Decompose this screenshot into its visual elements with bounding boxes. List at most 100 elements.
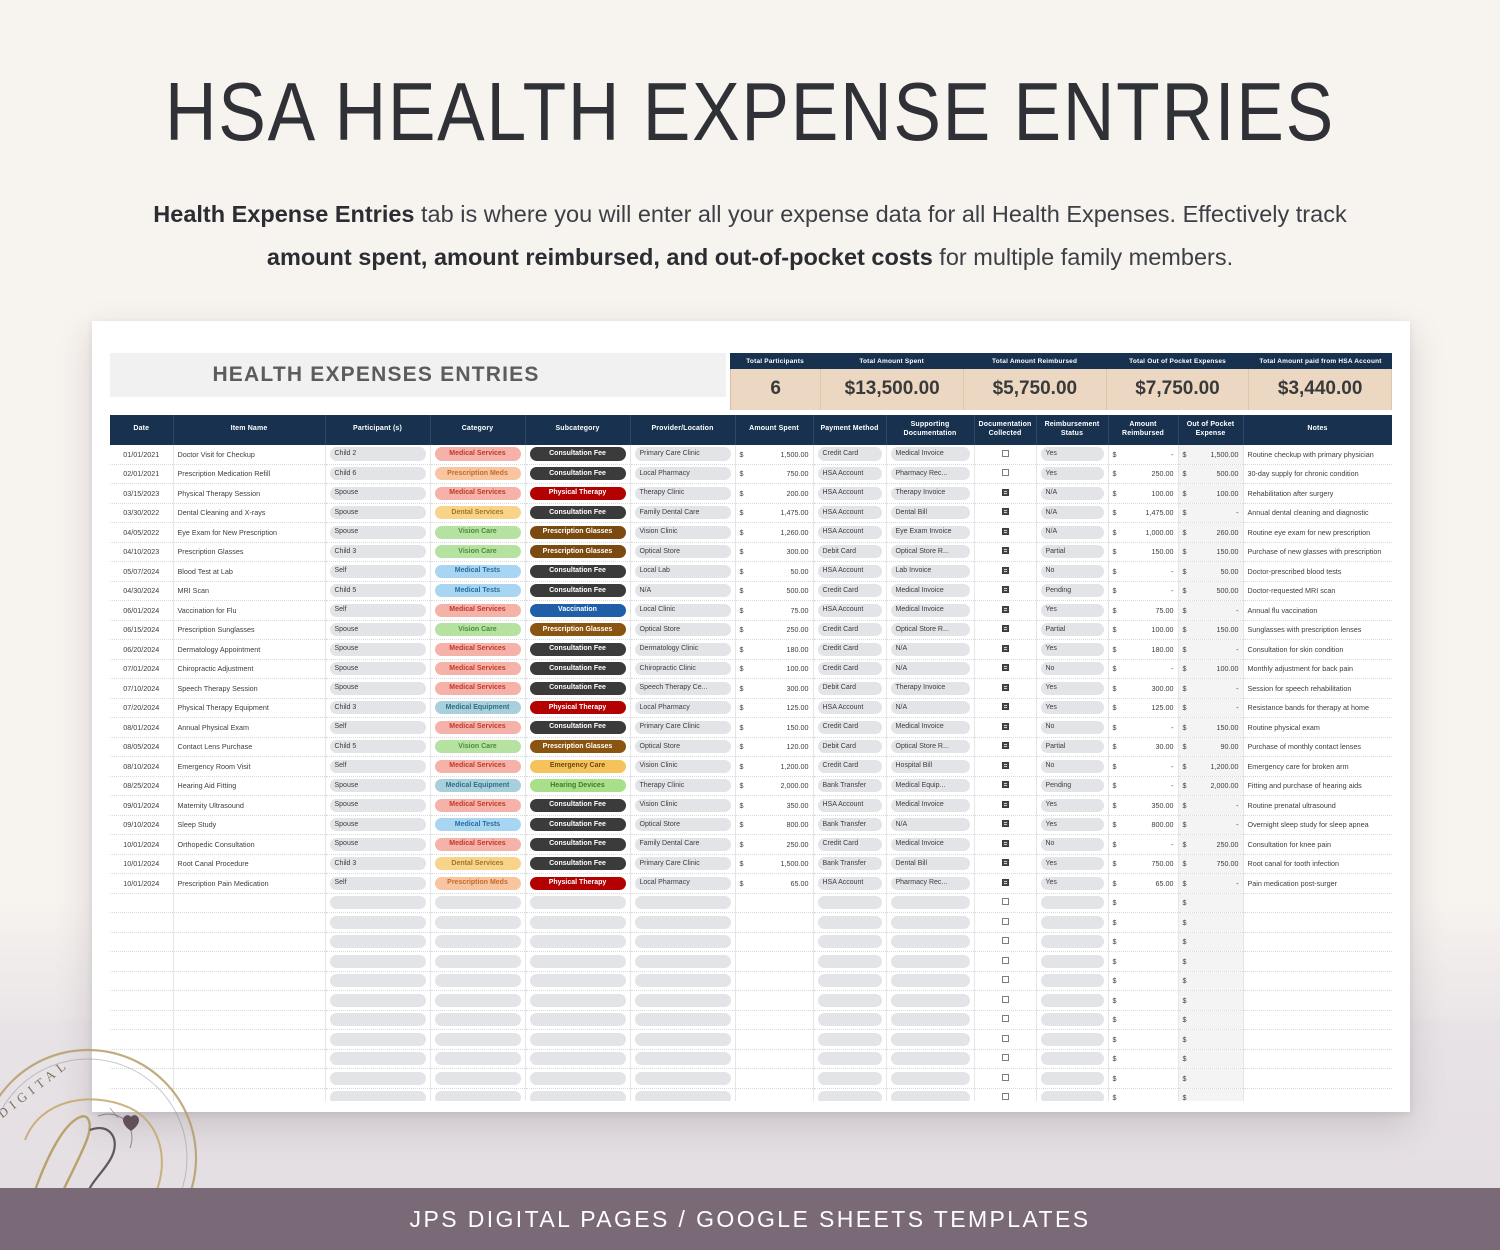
cell-empty[interactable] bbox=[735, 912, 814, 933]
cell-amount-reimbursed[interactable]: $ - bbox=[1108, 717, 1179, 738]
cell-item-name[interactable]: MRI Scan bbox=[173, 581, 326, 601]
cell-documentation-collected[interactable] bbox=[974, 581, 1037, 601]
cell-empty[interactable] bbox=[325, 912, 431, 933]
cell-empty[interactable] bbox=[430, 1010, 526, 1030]
column-header-reimbursement-status[interactable]: Reimbursement Status bbox=[1036, 415, 1109, 445]
cell-empty[interactable] bbox=[974, 1029, 1037, 1050]
cell-participant[interactable]: Spouse bbox=[325, 659, 431, 679]
cell-payment-method[interactable]: HSA Account bbox=[813, 503, 887, 523]
cell-category[interactable]: Medical Equipment bbox=[430, 776, 526, 796]
cell-empty[interactable] bbox=[325, 1049, 431, 1069]
cell-supporting-documentation[interactable]: Lab Invoice bbox=[886, 561, 975, 582]
cell-participant[interactable]: Spouse bbox=[325, 815, 431, 835]
cell-subcategory[interactable]: Consultation Fee bbox=[525, 444, 631, 465]
cell-subcategory[interactable]: Consultation Fee bbox=[525, 717, 631, 738]
cell-amount-spent[interactable]: $75.00 bbox=[735, 600, 814, 621]
cell-category[interactable]: Medical Services bbox=[430, 600, 526, 621]
cell-participant[interactable]: Self bbox=[325, 717, 431, 738]
cell-payment-method[interactable]: Credit Card bbox=[813, 834, 887, 855]
cell-empty[interactable] bbox=[735, 1049, 814, 1069]
column-header-documentation-collected[interactable]: Documentation Collected bbox=[974, 415, 1037, 445]
cell-date[interactable]: 09/10/2024 bbox=[110, 815, 174, 835]
cell-date[interactable]: 02/01/2021 bbox=[110, 464, 174, 484]
cell-participant[interactable]: Spouse bbox=[325, 678, 431, 699]
cell-item-name[interactable]: Prescription Pain Medication bbox=[173, 873, 326, 894]
cell-notes[interactable]: Resistance bands for therapy at home bbox=[1243, 698, 1392, 718]
cell-participant[interactable]: Child 3 bbox=[325, 854, 431, 874]
cell-payment-method[interactable]: HSA Account bbox=[813, 795, 887, 816]
table-row-empty[interactable]: $ $ bbox=[110, 1029, 1392, 1050]
cell-payment-method[interactable]: HSA Account bbox=[813, 873, 887, 894]
cell-documentation-collected[interactable] bbox=[974, 542, 1037, 562]
table-row-empty[interactable]: $ $ bbox=[110, 951, 1392, 972]
cell-participant[interactable]: Spouse bbox=[325, 620, 431, 640]
cell-participant[interactable]: Child 5 bbox=[325, 581, 431, 601]
cell-empty[interactable] bbox=[325, 1010, 431, 1030]
cell-supporting-documentation[interactable]: N/A bbox=[886, 639, 975, 660]
cell-payment-method[interactable]: Credit Card bbox=[813, 659, 887, 679]
cell-out-of-pocket-expense[interactable]: $ - bbox=[1178, 698, 1244, 718]
cell-provider[interactable]: Therapy Clinic bbox=[630, 776, 736, 796]
cell-provider[interactable]: Optical Store bbox=[630, 815, 736, 835]
cell-payment-method[interactable]: Debit Card bbox=[813, 542, 887, 562]
cell-reimbursement-status[interactable]: Yes bbox=[1036, 815, 1109, 835]
cell-empty[interactable] bbox=[886, 1010, 975, 1030]
cell-provider[interactable]: Primary Care Clinic bbox=[630, 854, 736, 874]
checkbox-checked-icon[interactable] bbox=[1001, 878, 1009, 886]
cell-empty[interactable] bbox=[173, 951, 326, 972]
column-header-notes[interactable]: Notes bbox=[1243, 415, 1392, 445]
column-header-out-of-pocket-expense[interactable]: Out of Pocket Expense bbox=[1178, 415, 1244, 445]
cell-empty[interactable] bbox=[525, 1010, 631, 1030]
cell-empty[interactable] bbox=[974, 1088, 1037, 1101]
cell-subcategory[interactable]: Consultation Fee bbox=[525, 834, 631, 855]
cell-out-of-pocket-expense[interactable]: $2,000.00 bbox=[1178, 776, 1244, 796]
cell-empty[interactable] bbox=[735, 971, 814, 991]
cell-payment-method[interactable]: Debit Card bbox=[813, 678, 887, 699]
cell-notes[interactable]: Routine physical exam bbox=[1243, 717, 1392, 738]
expense-table[interactable]: Date Item Name Participant (s) Category Subc… bbox=[110, 415, 1392, 1101]
cell-date[interactable]: 07/01/2024 bbox=[110, 659, 174, 679]
cell-out-of-pocket-expense[interactable]: $ - bbox=[1178, 600, 1244, 621]
cell-empty[interactable]: $ bbox=[1178, 1088, 1244, 1101]
cell-supporting-documentation[interactable]: Medical Equip... bbox=[886, 776, 975, 796]
cell-empty[interactable] bbox=[430, 971, 526, 991]
cell-amount-reimbursed[interactable]: $100.00 bbox=[1108, 483, 1179, 504]
cell-empty[interactable]: $ bbox=[1178, 912, 1244, 933]
cell-empty[interactable] bbox=[813, 1049, 887, 1069]
cell-category[interactable]: Medical Services bbox=[430, 717, 526, 738]
cell-empty[interactable] bbox=[430, 1049, 526, 1069]
cell-subcategory[interactable]: Consultation Fee bbox=[525, 503, 631, 523]
cell-empty[interactable] bbox=[1243, 893, 1392, 913]
cell-payment-method[interactable]: HSA Account bbox=[813, 600, 887, 621]
cell-amount-spent[interactable]: $500.00 bbox=[735, 581, 814, 601]
cell-amount-spent[interactable]: $300.00 bbox=[735, 678, 814, 699]
cell-category[interactable]: Medical Services bbox=[430, 678, 526, 699]
cell-item-name[interactable]: Orthopedic Consultation bbox=[173, 834, 326, 855]
cell-date[interactable]: 07/20/2024 bbox=[110, 698, 174, 718]
cell-empty[interactable] bbox=[886, 971, 975, 991]
cell-provider[interactable]: Chiropractic Clinic bbox=[630, 659, 736, 679]
cell-empty[interactable]: $ bbox=[1108, 951, 1179, 972]
cell-subcategory[interactable]: Prescription Glasses bbox=[525, 522, 631, 543]
cell-reimbursement-status[interactable]: N/A bbox=[1036, 483, 1109, 504]
cell-supporting-documentation[interactable]: Medical Invoice bbox=[886, 444, 975, 465]
cell-amount-spent[interactable]: $1,200.00 bbox=[735, 756, 814, 777]
cell-documentation-collected[interactable] bbox=[974, 464, 1037, 484]
cell-subcategory[interactable]: Vaccination bbox=[525, 600, 631, 621]
cell-empty[interactable]: $ bbox=[1108, 990, 1179, 1011]
cell-empty[interactable] bbox=[110, 932, 174, 952]
cell-amount-spent[interactable]: $1,260.00 bbox=[735, 522, 814, 543]
table-row-empty[interactable]: $ $ bbox=[110, 912, 1392, 933]
cell-date[interactable]: 10/01/2024 bbox=[110, 834, 174, 855]
cell-provider[interactable]: Dermatology Clinic bbox=[630, 639, 736, 660]
cell-empty[interactable] bbox=[630, 1010, 736, 1030]
cell-documentation-collected[interactable] bbox=[974, 522, 1037, 543]
cell-item-name[interactable]: Maternity Ultrasound bbox=[173, 795, 326, 816]
cell-amount-spent[interactable]: $250.00 bbox=[735, 834, 814, 855]
cell-provider[interactable]: Vision Clinic bbox=[630, 522, 736, 543]
cell-notes[interactable]: Monthly adjustment for back pain bbox=[1243, 659, 1392, 679]
cell-notes[interactable]: Fitting and purchase of hearing aids bbox=[1243, 776, 1392, 796]
cell-amount-reimbursed[interactable]: $100.00 bbox=[1108, 620, 1179, 640]
column-header-participant-s[interactable]: Participant (s) bbox=[325, 415, 431, 445]
cell-empty[interactable] bbox=[630, 932, 736, 952]
